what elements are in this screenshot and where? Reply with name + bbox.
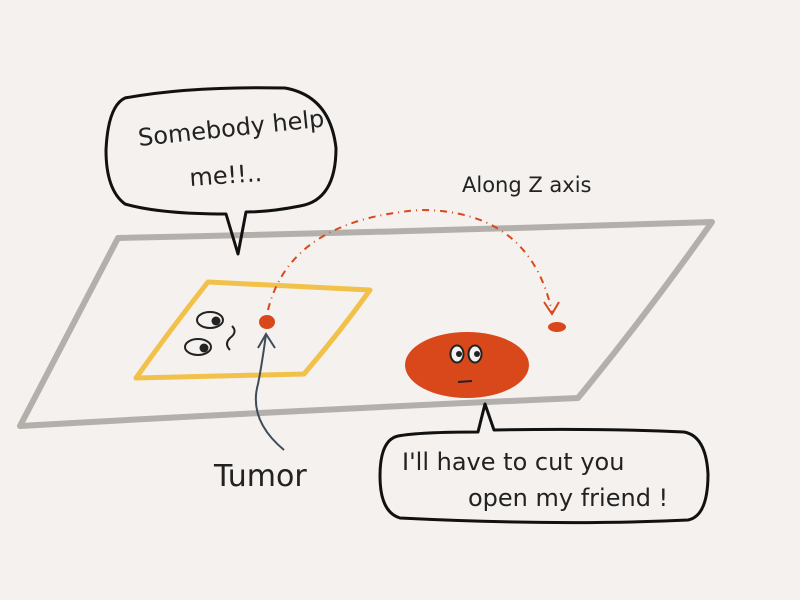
right-bubble-line2: open my friend ! bbox=[468, 484, 668, 512]
tumor-label: Tumor bbox=[213, 459, 307, 494]
slice-eye-lower bbox=[184, 338, 212, 356]
z-axis-path bbox=[267, 208, 553, 313]
big-tumor-mouth bbox=[457, 380, 473, 383]
left-bubble-line1: Somebody help bbox=[137, 105, 326, 152]
tumor-pointer-arrowhead bbox=[257, 332, 276, 349]
z-axis-label: Along Z axis bbox=[462, 173, 592, 197]
tumor-pointer-arrow bbox=[254, 333, 285, 451]
right-bubble-line1: I'll have to cut you bbox=[402, 448, 624, 476]
left-speech-bubble bbox=[104, 86, 338, 256]
tumor-at-destination bbox=[548, 322, 566, 332]
tumor-on-slice bbox=[259, 315, 275, 329]
slice-pupil-upper bbox=[211, 316, 221, 326]
right-speech-bubble bbox=[378, 402, 710, 525]
slice-face bbox=[184, 311, 236, 356]
slice-eye-upper bbox=[196, 311, 224, 329]
slice-pupil-lower bbox=[199, 343, 209, 353]
slice-mouth bbox=[226, 325, 236, 351]
big-tumor-pupil-left bbox=[456, 351, 462, 357]
left-bubble-line2: me!!.. bbox=[188, 159, 262, 192]
big-tumor-character bbox=[405, 332, 529, 398]
big-tumor-body bbox=[405, 332, 529, 398]
big-tumor-pupil-right bbox=[474, 351, 480, 357]
yellow-slice bbox=[133, 279, 373, 381]
z-axis-arrowhead bbox=[543, 301, 560, 316]
grey-plane bbox=[17, 219, 715, 429]
